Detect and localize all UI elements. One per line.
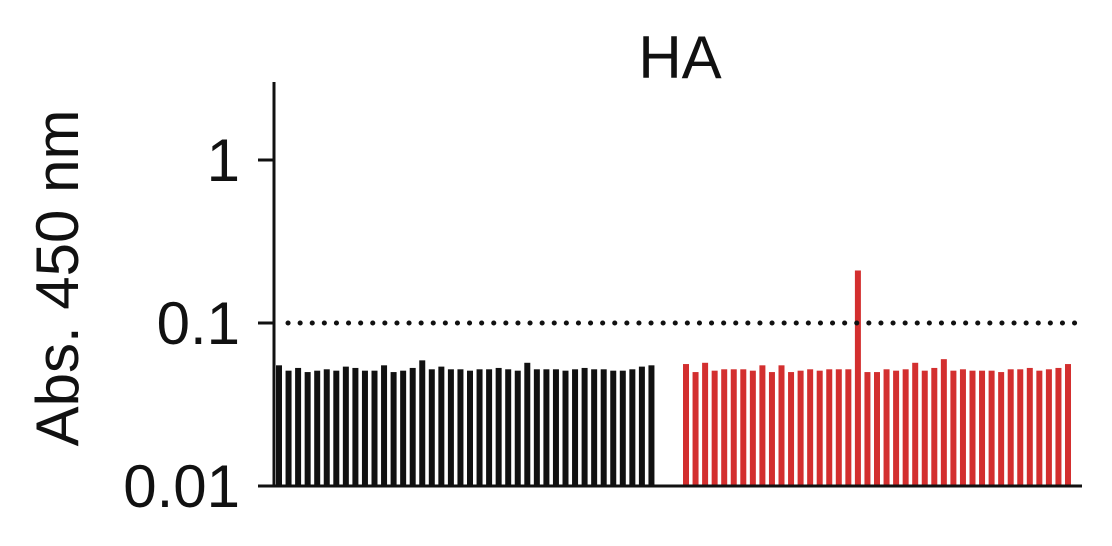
bar <box>572 369 579 486</box>
bar <box>797 370 804 486</box>
bar <box>352 367 359 486</box>
bar <box>295 367 302 486</box>
bar <box>778 365 785 486</box>
bar <box>988 370 995 486</box>
bar <box>1017 369 1024 486</box>
bar <box>692 372 699 486</box>
bar <box>276 365 282 486</box>
bar <box>304 372 311 486</box>
bar <box>419 360 426 486</box>
bar <box>361 370 368 486</box>
bar <box>768 372 775 486</box>
bar <box>835 369 842 486</box>
bar <box>740 369 747 486</box>
bar <box>979 370 986 486</box>
bar <box>552 369 559 486</box>
y-tick-label: 0.1 <box>157 290 240 357</box>
bar <box>711 370 718 486</box>
bar <box>591 369 598 486</box>
bar <box>969 370 976 486</box>
bar <box>893 370 900 486</box>
bar <box>1055 367 1062 486</box>
bar <box>533 369 540 486</box>
bar <box>874 372 880 486</box>
bar <box>854 270 861 486</box>
bar <box>390 372 397 486</box>
bar <box>950 370 957 486</box>
bar <box>486 369 493 486</box>
bar <box>864 372 871 486</box>
bar <box>931 367 938 486</box>
bar <box>648 365 655 486</box>
bar <box>912 362 919 486</box>
bar <box>610 370 617 486</box>
bar <box>629 369 636 486</box>
bar <box>467 370 473 486</box>
bar <box>285 370 292 486</box>
y-tick-label: 1 <box>207 127 240 194</box>
bar <box>1026 367 1033 486</box>
bar <box>524 362 531 486</box>
bar <box>371 370 378 486</box>
bar <box>581 367 588 486</box>
bar <box>543 369 550 486</box>
bar <box>409 367 416 486</box>
bar <box>902 369 909 486</box>
bar <box>1045 369 1052 486</box>
bar <box>619 370 626 486</box>
bar <box>514 370 521 486</box>
bar <box>505 369 512 486</box>
bar <box>1007 369 1014 486</box>
bar <box>959 369 966 486</box>
bar <box>342 366 349 486</box>
chart-title: HA <box>638 24 721 91</box>
bar <box>702 362 709 486</box>
bar <box>638 366 645 486</box>
bar <box>381 365 388 486</box>
bar <box>314 370 321 486</box>
bar <box>683 364 689 486</box>
bar <box>447 369 454 486</box>
bar <box>428 369 435 486</box>
y-axis-label: Abs. 450 nm <box>24 110 91 447</box>
bar <box>438 366 445 486</box>
bar <box>940 359 947 486</box>
bar <box>1036 370 1043 486</box>
bar <box>1065 364 1071 486</box>
bar <box>476 369 483 486</box>
bar <box>826 369 833 486</box>
bar <box>759 365 766 486</box>
bar <box>721 369 728 486</box>
y-axis-ticks: 1 0.1 0.01 <box>123 127 274 520</box>
bar <box>323 369 330 486</box>
bars <box>276 270 1071 486</box>
bar <box>816 370 823 486</box>
bar <box>562 370 569 486</box>
bar <box>600 369 607 486</box>
bar <box>495 367 502 486</box>
bar <box>807 369 814 486</box>
bar <box>788 372 795 486</box>
bar <box>400 370 407 486</box>
bar <box>998 372 1005 486</box>
bar <box>730 369 737 486</box>
y-tick-label: 0.01 <box>123 453 240 520</box>
bar <box>749 370 756 486</box>
bar <box>921 370 928 486</box>
bar <box>845 369 852 486</box>
bar <box>457 369 464 486</box>
bar <box>333 370 340 486</box>
bar <box>883 369 890 486</box>
